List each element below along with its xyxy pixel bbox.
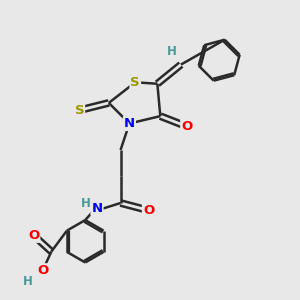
Text: N: N <box>124 117 135 130</box>
Text: S: S <box>130 76 140 89</box>
Text: O: O <box>143 204 154 217</box>
Text: H: H <box>167 45 177 58</box>
Text: H: H <box>23 274 33 287</box>
Text: O: O <box>37 264 48 277</box>
Text: H: H <box>81 197 91 210</box>
Text: O: O <box>181 120 192 133</box>
Text: N: N <box>92 202 103 215</box>
Text: S: S <box>74 104 84 117</box>
Text: O: O <box>28 229 39 242</box>
